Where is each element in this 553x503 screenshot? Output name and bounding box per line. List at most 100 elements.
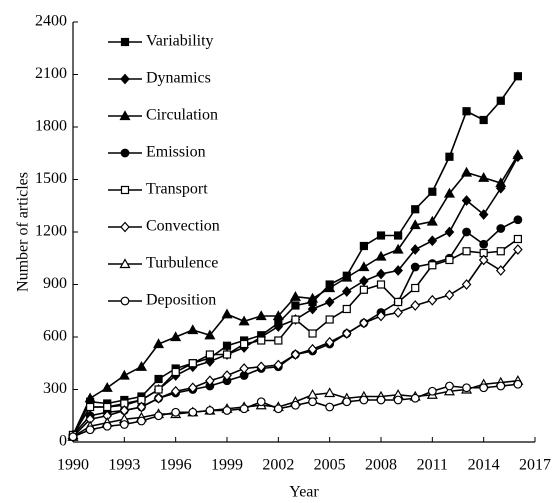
y-tick-label: 0 [59,433,67,450]
data-point [154,411,163,421]
x-tick-label: 1999 [211,457,243,474]
data-point [222,406,232,415]
data-point [289,291,301,301]
legend-marker [120,296,130,306]
data-point [256,361,267,373]
data-point [427,235,438,247]
y-tick-label: 1800 [35,118,67,135]
data-point [462,227,471,237]
legend-label: Variability [146,33,214,50]
data-point [495,265,506,276]
data-point [376,268,386,280]
data-point [222,350,232,359]
data-point [479,383,489,393]
data-point [291,301,300,310]
data-point [188,359,197,368]
data-point [240,339,249,349]
data-point [221,308,233,319]
data-point [136,401,147,413]
legend-label: Dynamics [146,70,211,87]
data-point [256,397,266,407]
data-point [291,315,300,324]
data-point [137,416,146,426]
legend-marker [120,221,130,233]
data-point [238,315,250,326]
data-point [461,166,473,177]
data-point [324,282,336,293]
data-point [409,219,421,230]
data-point [341,271,353,282]
data-point [376,310,386,322]
data-point [325,402,335,412]
data-point [85,425,95,435]
data-point [410,244,421,255]
data-point [119,420,129,429]
data-point [410,300,421,311]
data-point [359,241,368,251]
data-point [342,397,352,407]
data-point [205,375,215,387]
data-point [257,336,266,345]
data-point [393,307,403,318]
data-point [444,226,455,238]
data-point [205,350,214,359]
data-point [222,370,232,381]
legend-label: Convection [146,218,220,235]
data-point [359,285,368,294]
data-point [393,395,403,405]
data-point [222,341,232,350]
data-point [358,261,370,272]
data-point [411,205,420,214]
data-point [118,369,130,380]
data-point [68,432,78,442]
data-point [171,367,180,377]
data-point [376,395,386,405]
data-point [410,262,420,272]
x-tick-label: 2014 [468,457,500,474]
data-point [342,304,351,314]
y-tick-label: 1200 [35,223,67,240]
x-tick-label: 2005 [314,457,346,474]
data-point [187,382,198,394]
data-point [239,363,249,374]
data-point [512,149,524,160]
data-point [324,336,335,348]
data-point [513,379,523,389]
y-tick-label: 300 [43,380,67,397]
data-point [445,381,454,391]
legend-label: Turbulence [146,255,218,272]
data-point [443,385,455,396]
data-point [495,177,507,188]
data-point [496,247,505,256]
x-tick-label: 1993 [108,457,140,474]
data-point [272,310,284,321]
data-point [153,392,164,404]
data-point [359,275,369,287]
data-point [171,407,181,417]
data-point [496,381,506,391]
data-point [102,421,112,431]
data-point [205,356,215,367]
legend-marker [120,148,130,158]
legend-marker [120,73,130,85]
data-point [445,255,454,265]
x-tick-label: 2002 [262,457,294,474]
x-axis-label: Year [289,484,319,501]
legend-marker [120,185,130,195]
data-point [239,404,249,414]
data-point [273,321,284,332]
data-point [445,152,454,161]
x-tick-label: 1990 [57,457,89,474]
data-point [341,328,352,339]
data-point [375,250,387,261]
data-point [154,385,163,394]
data-point [428,261,437,270]
x-tick-label: 1996 [160,457,192,474]
data-point [359,395,369,405]
data-point [478,172,490,182]
data-point [462,107,471,116]
data-point [410,393,420,403]
data-point [273,359,284,371]
data-point [324,296,335,308]
data-point [461,279,472,290]
